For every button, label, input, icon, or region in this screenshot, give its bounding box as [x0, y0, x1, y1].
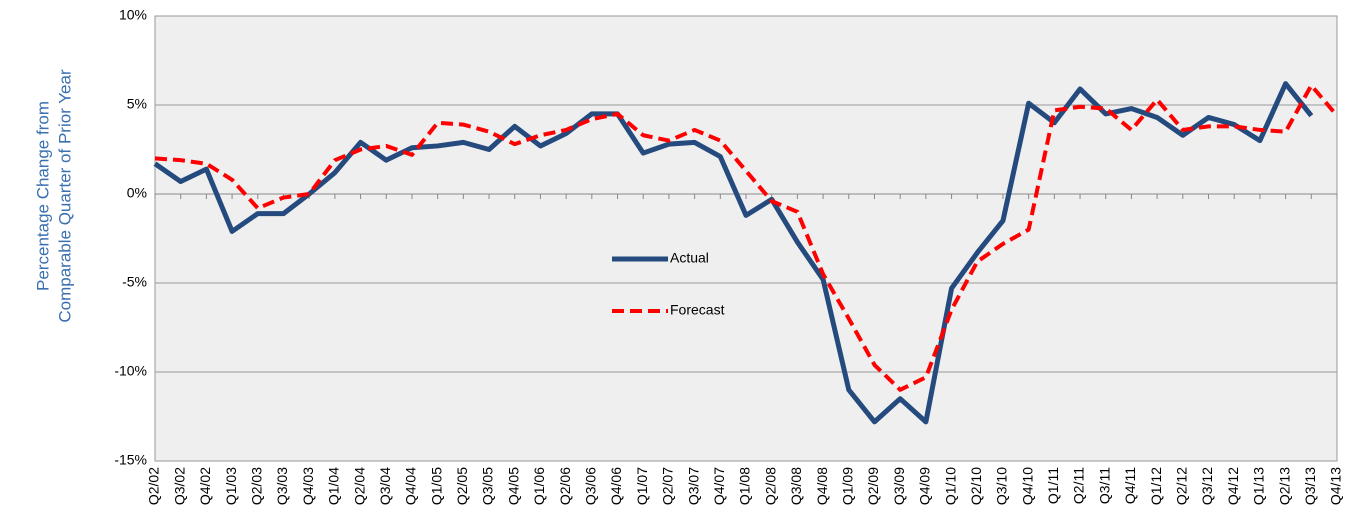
- x-tick-label: Q4/13: [1328, 467, 1344, 505]
- x-tick-label: Q3/09: [891, 467, 907, 505]
- series-line: [154, 83, 1339, 392]
- x-tick-label: Q3/06: [583, 467, 599, 505]
- x-tick-label: Q1/11: [1045, 467, 1061, 504]
- y-tick-label: 0%: [127, 185, 147, 201]
- x-tick-label: Q3/13: [1302, 467, 1318, 505]
- legend-label: Forecast: [670, 302, 725, 318]
- y-tick-label: -10%: [114, 363, 147, 379]
- y-axis-label: Comparable Quarter of Prior Year: [55, 69, 74, 323]
- x-tick-label: Q3/03: [274, 467, 290, 505]
- x-tick-label: Q3/04: [377, 467, 393, 505]
- x-tick-label: Q4/04: [403, 467, 419, 505]
- x-tick-label: Q4/05: [505, 467, 521, 505]
- x-tick-label: Q3/07: [685, 467, 701, 505]
- x-tick-label: Q3/10: [994, 467, 1010, 505]
- x-tick-label: Q1/05: [428, 467, 444, 505]
- x-tick-label: Q2/12: [1174, 467, 1190, 505]
- y-tick-label: -15%: [114, 452, 147, 468]
- x-tick-label: Q2/03: [248, 467, 264, 505]
- x-tick-label: Q1/03: [223, 467, 239, 505]
- x-tick-label: Q1/09: [839, 467, 855, 505]
- x-tick-label: Q4/11: [1122, 467, 1138, 504]
- x-tick-label: Q2/02: [146, 467, 162, 505]
- x-tick-label: Q1/06: [531, 467, 547, 505]
- x-tick-label: Q1/04: [326, 467, 342, 505]
- y-axis-label: Percentage Change from: [33, 101, 52, 291]
- y-tick-label: 5%: [127, 96, 147, 112]
- x-tick-label: Q1/07: [634, 467, 650, 505]
- x-tick-label: Q3/02: [171, 467, 187, 505]
- x-tick-label: Q4/09: [917, 467, 933, 505]
- x-tick-label: Q4/08: [814, 467, 830, 505]
- x-tick-label: Q2/05: [454, 467, 470, 505]
- plot-area: [154, 15, 1338, 462]
- series-line: [153, 81, 1314, 425]
- x-tick-label: Q4/06: [608, 467, 624, 505]
- x-tick-label: Q4/12: [1225, 467, 1241, 505]
- x-tick-label: Q2/13: [1276, 467, 1292, 505]
- x-tick-label: Q2/10: [968, 467, 984, 505]
- x-tick-label: Q2/09: [865, 467, 881, 505]
- x-tick-label: Q3/05: [480, 467, 496, 505]
- x-tick-label: Q2/07: [660, 467, 676, 505]
- x-tick-label: Q1/12: [1148, 467, 1164, 505]
- x-tick-label: Q1/10: [942, 467, 958, 505]
- x-tick-label: Q4/07: [711, 467, 727, 505]
- legend-label: Actual: [670, 250, 709, 266]
- x-tick-label: Q2/06: [557, 467, 573, 505]
- x-tick-label: Q4/03: [300, 467, 316, 505]
- x-tick-label: Q3/08: [788, 467, 804, 505]
- x-tick-label: Q1/08: [737, 467, 753, 505]
- x-tick-label: Q4/02: [197, 467, 213, 505]
- x-tick-label: Q4/10: [1019, 467, 1035, 505]
- x-tick-label: Q3/12: [1199, 467, 1215, 505]
- x-tick-label: Q3/11: [1096, 467, 1112, 504]
- y-tick-label: -5%: [122, 274, 147, 290]
- x-tick-label: Q2/04: [351, 467, 367, 505]
- y-tick-label: 10%: [119, 7, 147, 23]
- x-tick-label: Q2/08: [762, 467, 778, 505]
- x-tick-label: Q1/13: [1251, 467, 1267, 505]
- x-tick-label: Q2/11: [1071, 467, 1087, 504]
